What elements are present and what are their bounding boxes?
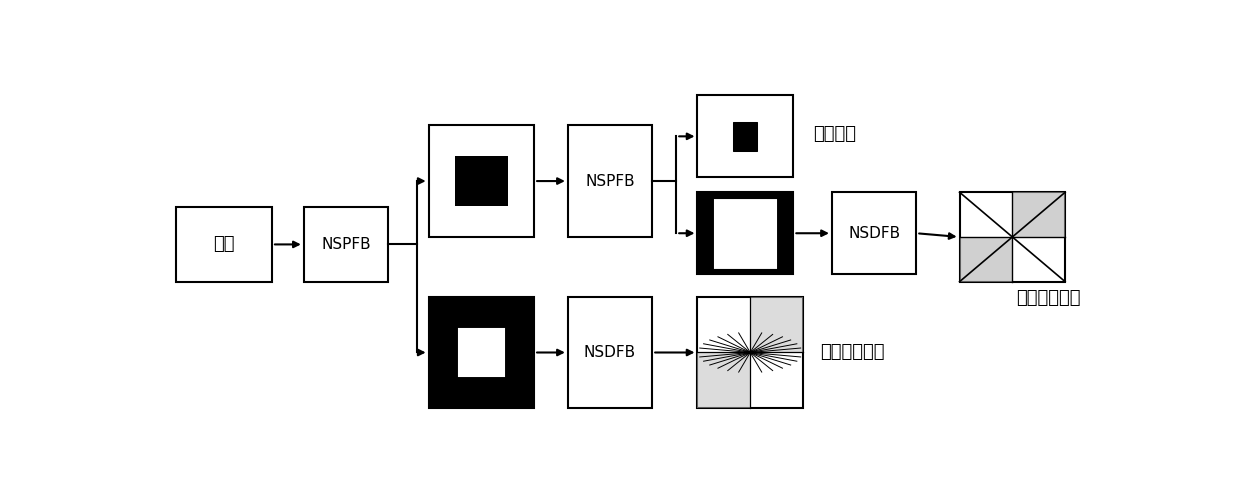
- Text: NSDFB: NSDFB: [847, 226, 901, 241]
- Bar: [698, 95, 793, 177]
- Text: 高频方向子带: 高频方向子带: [1016, 289, 1080, 307]
- Text: NSDFB: NSDFB: [584, 345, 636, 360]
- Bar: [567, 125, 652, 237]
- Text: NSPFB: NSPFB: [585, 174, 634, 189]
- Bar: [831, 192, 917, 274]
- Bar: [959, 192, 1066, 282]
- Bar: [429, 125, 534, 237]
- Bar: [455, 156, 508, 206]
- Bar: [460, 329, 503, 376]
- Text: 高频方向子带: 高频方向子带: [820, 344, 885, 362]
- Bar: [429, 297, 534, 408]
- Bar: [710, 197, 782, 270]
- Polygon shape: [698, 352, 751, 408]
- Bar: [176, 207, 273, 282]
- Polygon shape: [1012, 192, 1066, 237]
- Bar: [698, 192, 793, 274]
- Text: NSPFB: NSPFB: [321, 237, 370, 252]
- Polygon shape: [751, 297, 803, 352]
- Bar: [715, 199, 776, 268]
- Bar: [304, 207, 388, 282]
- Bar: [733, 122, 757, 151]
- Text: 低频子带: 低频子带: [813, 125, 856, 143]
- Text: 图像: 图像: [213, 235, 234, 254]
- Polygon shape: [959, 237, 1012, 282]
- Bar: [698, 297, 803, 408]
- Bar: [567, 297, 652, 408]
